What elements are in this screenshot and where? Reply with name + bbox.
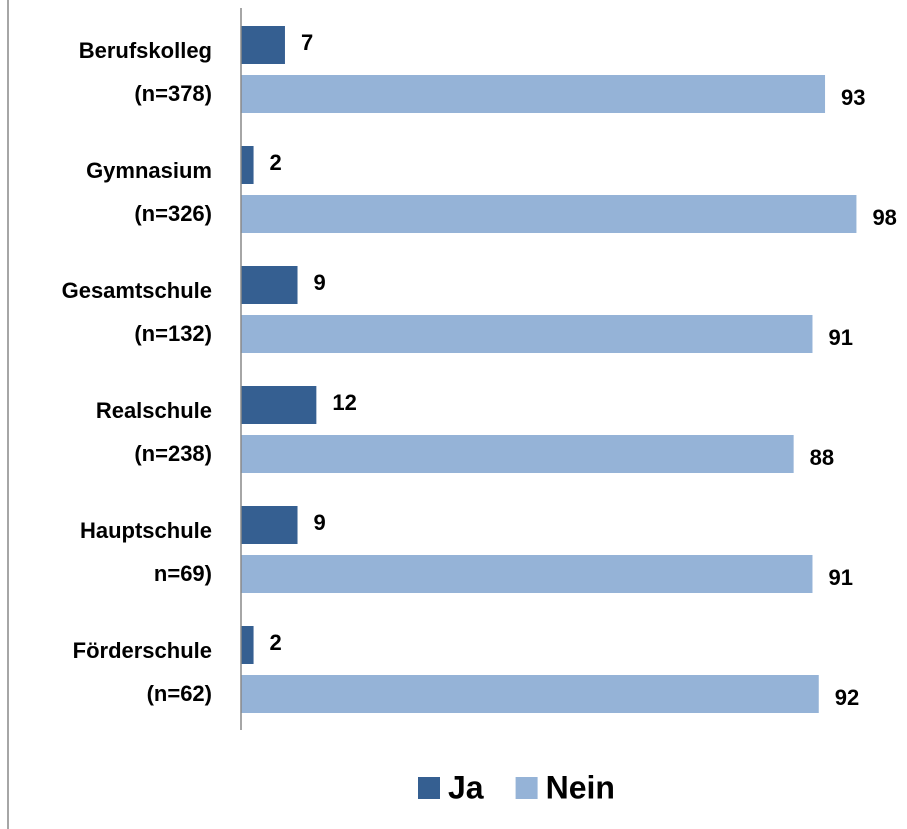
bar (241, 266, 298, 304)
value-label: 91 (828, 325, 852, 350)
bar (241, 506, 298, 544)
category-label: (n=62) (147, 681, 212, 706)
legend-swatch (515, 777, 538, 799)
category-label: n=69) (154, 561, 212, 586)
value-label: 91 (828, 565, 852, 590)
bar (241, 555, 813, 593)
bar (241, 195, 857, 233)
category-label: (n=378) (134, 81, 212, 106)
value-label: 2 (270, 150, 282, 175)
value-label: 93 (841, 85, 865, 110)
value-label: 9 (314, 510, 326, 535)
bar (241, 626, 254, 664)
category-label: Hauptschule (80, 518, 212, 543)
value-label: 92 (835, 685, 859, 710)
value-label: 88 (810, 445, 834, 470)
category-label: (n=132) (134, 321, 212, 346)
value-label: 12 (332, 390, 356, 415)
bar (241, 146, 254, 184)
value-label: 2 (270, 630, 282, 655)
bar (241, 26, 285, 64)
category-label: (n=238) (134, 441, 212, 466)
category-label: (n=326) (134, 201, 212, 226)
legend-swatch (418, 777, 440, 799)
legend-label: Nein (546, 769, 615, 805)
category-label: Förderschule (73, 638, 212, 663)
bar (241, 435, 794, 473)
value-label: 98 (872, 205, 896, 230)
bar (241, 75, 826, 113)
legend-label: Ja (448, 769, 484, 805)
category-label: Realschule (96, 398, 212, 423)
bar (241, 675, 819, 713)
category-label: Berufskolleg (79, 38, 212, 63)
value-label: 9 (314, 270, 326, 295)
value-label: 7 (301, 30, 313, 55)
bar (241, 315, 813, 353)
category-label: Gymnasium (86, 158, 212, 183)
category-label: Gesamtschule (62, 278, 212, 303)
bar (241, 386, 317, 424)
